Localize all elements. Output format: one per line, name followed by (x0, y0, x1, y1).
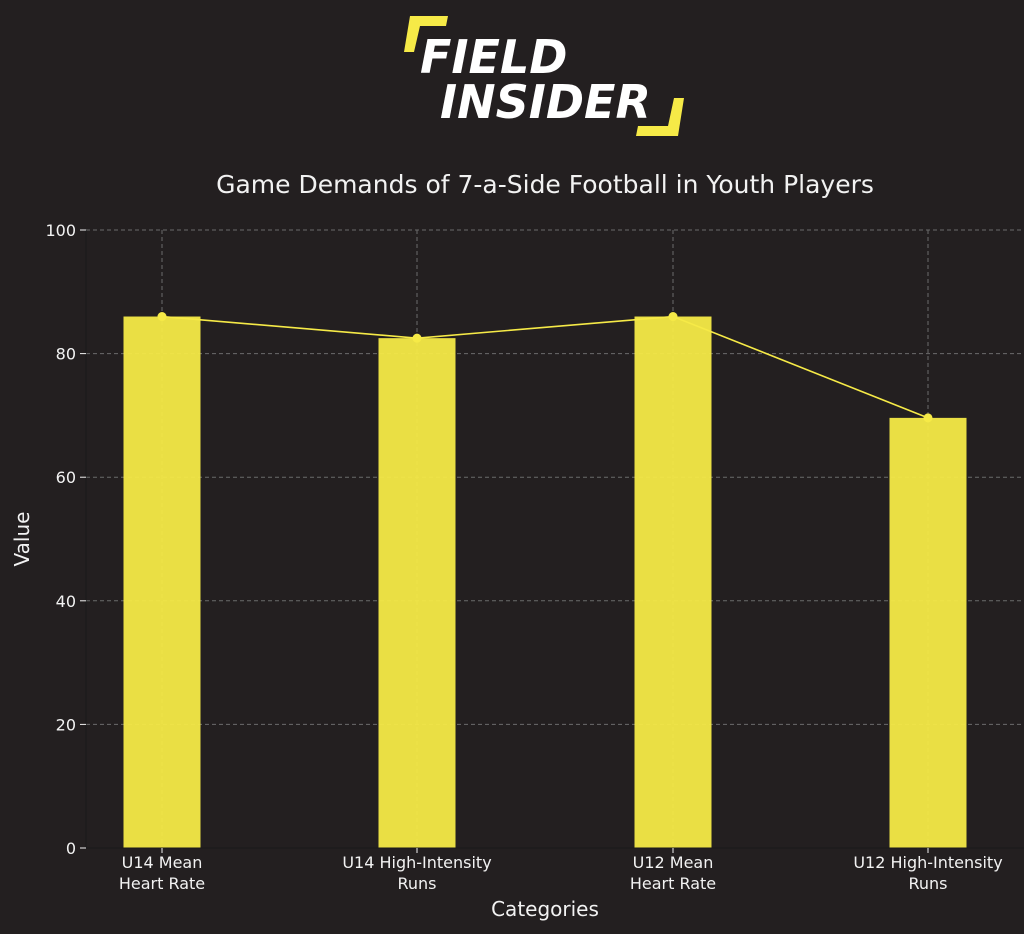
y-tick-label: 80 (56, 345, 76, 364)
logo-line1: FIELD (420, 30, 567, 84)
chart-title: Game Demands of 7-a-Side Football in You… (216, 170, 874, 199)
x-tick-label: U14 High-Intensity Runs (342, 853, 491, 893)
line-point (923, 413, 933, 423)
x-tick-labels: U14 Mean Heart Rate U14 High-Intensity Runs… (119, 848, 1003, 893)
x-tick-label: U14 Mean Heart Rate (119, 853, 205, 893)
y-axis-label: Value (10, 512, 34, 567)
y-tick-labels: 0 20 40 60 80 100 (45, 221, 86, 858)
bar (123, 316, 201, 848)
line-point (157, 312, 167, 322)
y-tick-label: 40 (56, 592, 76, 611)
x-tick-label-line: Heart Rate (119, 874, 205, 893)
logo-corner-top-left (404, 16, 448, 52)
y-tick-label: 100 (45, 221, 76, 240)
x-tick-label-line: Heart Rate (630, 874, 716, 893)
bar (634, 316, 712, 848)
x-tick-label-line: U12 Mean (633, 853, 714, 872)
x-tick-label-line: Runs (397, 874, 436, 893)
axes (85, 230, 1024, 849)
x-tick-label-line: U12 High-Intensity (853, 853, 1002, 872)
logo-line2: INSIDER (440, 75, 651, 129)
x-tick-label-line: U14 High-Intensity (342, 853, 491, 872)
x-axis-label: Categories (491, 897, 599, 921)
line-point (668, 312, 678, 322)
x-tick-label-line: U14 Mean (122, 853, 203, 872)
logo-corner-bottom-right (636, 98, 684, 136)
y-tick-label: 60 (56, 468, 76, 487)
bar-series (123, 316, 967, 848)
bar (889, 417, 967, 848)
overlay-line (161, 315, 929, 419)
bar (378, 338, 456, 848)
x-tick-label: U12 High-Intensity Runs (853, 853, 1002, 893)
x-tick-label: U12 Mean Heart Rate (630, 853, 716, 893)
y-tick-label: 20 (56, 715, 76, 734)
field-insider-logo: FIELD INSIDER (404, 16, 684, 136)
line-point (412, 333, 422, 343)
overlay-line-series (157, 312, 933, 423)
x-tick-label-line: Runs (908, 874, 947, 893)
y-tick-label: 0 (66, 839, 76, 858)
